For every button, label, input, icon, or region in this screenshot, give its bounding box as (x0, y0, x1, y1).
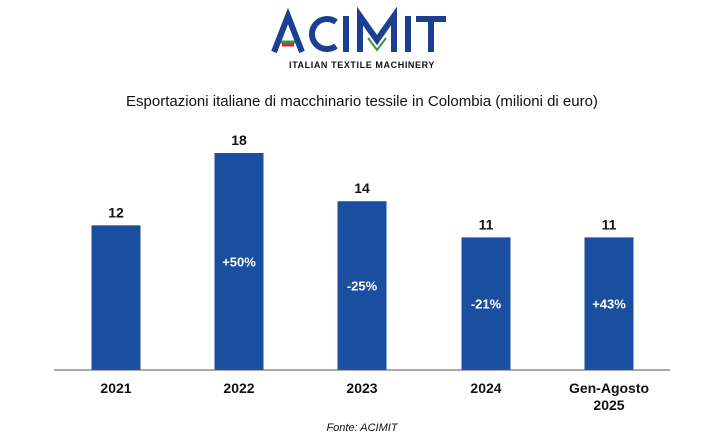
bar-change-label: +43% (592, 297, 626, 312)
bar (91, 225, 141, 370)
x-tick-label: 2024 (470, 380, 501, 396)
bar-value-label: 14 (354, 180, 370, 196)
x-tick-label: 2021 (100, 380, 131, 396)
bar (214, 153, 264, 370)
bar-change-label: +50% (222, 255, 256, 270)
bar-change-label: -21% (471, 297, 502, 312)
x-tick-label: Gen-Agosto 2025 (569, 380, 649, 413)
x-tick-label: 2022 (223, 380, 254, 396)
source-note: Fonte: ACIMIT (326, 422, 398, 434)
bar-value-label: 11 (479, 216, 494, 232)
bar-value-label: 11 (602, 216, 617, 232)
bar-change-label: -25% (347, 279, 378, 294)
bar (337, 201, 387, 370)
bar (461, 237, 511, 370)
bar-value-label: 18 (231, 132, 247, 148)
bar (584, 237, 634, 370)
bar-value-label: 12 (108, 204, 124, 220)
acimit-logo: ITALIAN TEXTILE MACHINERY (271, 6, 446, 70)
logo-tagline: ITALIAN TEXTILE MACHINERY (289, 60, 435, 70)
x-tick-label: 2023 (346, 380, 377, 396)
chart-title: Esportazioni italiane di macchinario tes… (126, 93, 598, 110)
